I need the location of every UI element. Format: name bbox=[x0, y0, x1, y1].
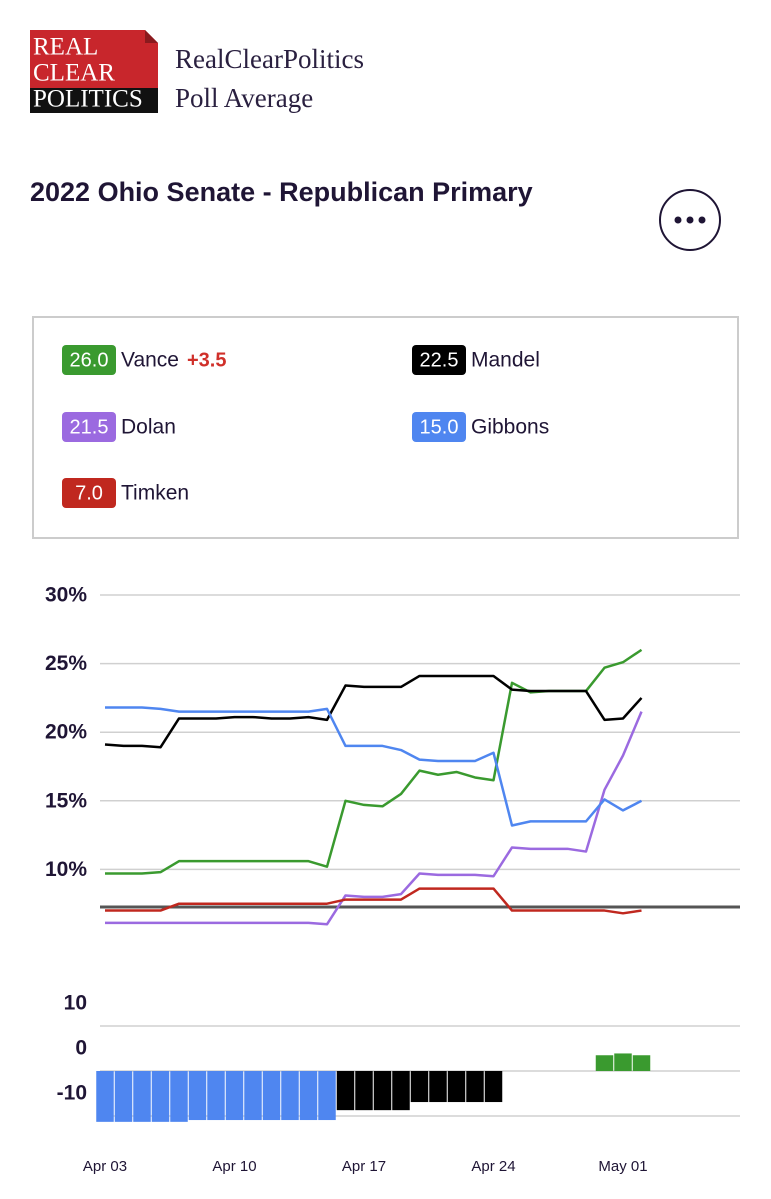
legend-badge bbox=[62, 412, 116, 442]
bar bbox=[188, 1071, 207, 1121]
logo-band bbox=[30, 88, 158, 113]
y-tick-label: 0 bbox=[75, 1037, 87, 1060]
legend-box bbox=[32, 316, 739, 539]
bar bbox=[355, 1071, 373, 1111]
line bbox=[105, 887, 642, 915]
line bbox=[105, 648, 643, 875]
bar bbox=[114, 1071, 133, 1122]
x-tick-label: May 01 bbox=[598, 1158, 647, 1175]
site-name: RealClearPolitics bbox=[175, 44, 364, 74]
bar bbox=[429, 1071, 447, 1103]
logo: REAL CLEAR POLITICS bbox=[30, 30, 158, 113]
y-tick-label: 25% bbox=[45, 652, 87, 675]
line bbox=[105, 706, 643, 827]
bar bbox=[466, 1071, 484, 1103]
x-tick-label: Apr 24 bbox=[471, 1158, 515, 1175]
y-tick-label: 15% bbox=[45, 789, 87, 812]
y-tick-label: 30% bbox=[45, 584, 87, 607]
y-tick-label: -10 bbox=[57, 1082, 87, 1105]
bar bbox=[632, 1055, 651, 1071]
legend-value: 26.0 bbox=[70, 349, 109, 371]
x-tick-label: Apr 03 bbox=[83, 1158, 127, 1175]
logo-text: POLITICS bbox=[33, 86, 143, 113]
bar bbox=[595, 1055, 614, 1071]
bar bbox=[299, 1071, 318, 1121]
x-tick-label: Apr 17 bbox=[342, 1158, 386, 1175]
bar bbox=[373, 1071, 392, 1111]
site-subtitle: Poll Average bbox=[175, 83, 313, 113]
logo-fold bbox=[145, 30, 158, 43]
bar bbox=[336, 1071, 355, 1111]
bar bbox=[447, 1071, 466, 1103]
legend-name: Mandel bbox=[471, 349, 540, 372]
bar bbox=[281, 1071, 299, 1121]
bar bbox=[614, 1053, 632, 1071]
bar bbox=[133, 1071, 151, 1122]
legend-change: +3.5 bbox=[187, 349, 226, 371]
legend-name: Vance bbox=[121, 349, 179, 372]
bar bbox=[207, 1071, 225, 1121]
bar bbox=[318, 1071, 336, 1121]
y-tick-label: 10 bbox=[64, 992, 87, 1015]
logo-text: CLEAR bbox=[33, 60, 115, 87]
bar bbox=[410, 1071, 429, 1103]
legend-badge bbox=[412, 345, 466, 375]
legend-name: Gibbons bbox=[471, 416, 549, 439]
menu-dot bbox=[674, 216, 682, 224]
y-tick-label: 20% bbox=[45, 721, 87, 744]
bar bbox=[170, 1071, 188, 1122]
bar bbox=[96, 1071, 114, 1122]
legend-value: 21.5 bbox=[70, 416, 109, 438]
menu-dot bbox=[686, 216, 694, 224]
x-tick-label: Apr 10 bbox=[212, 1158, 256, 1175]
line bbox=[104, 674, 643, 749]
legend-badge bbox=[62, 478, 116, 508]
legend-badge bbox=[62, 345, 116, 375]
legend-value: 7.0 bbox=[75, 482, 103, 504]
line bbox=[105, 711, 643, 926]
legend-name: Dolan bbox=[121, 416, 176, 439]
menu-dot bbox=[698, 216, 706, 224]
bar bbox=[151, 1071, 170, 1122]
bar bbox=[225, 1071, 244, 1121]
y-tick-label: 10% bbox=[45, 858, 87, 881]
legend-name: Timken bbox=[121, 482, 189, 505]
bar bbox=[244, 1071, 262, 1121]
bar bbox=[262, 1071, 281, 1121]
legend-value: 15.0 bbox=[420, 416, 459, 438]
legend-badge bbox=[412, 412, 466, 442]
logo-text: REAL bbox=[33, 34, 98, 61]
legend-value: 22.5 bbox=[420, 349, 459, 371]
chart-title: 2022 Ohio Senate - Republican Primary bbox=[30, 177, 533, 207]
bar bbox=[484, 1071, 503, 1103]
bar bbox=[392, 1071, 410, 1111]
menu-button[interactable] bbox=[659, 189, 721, 251]
